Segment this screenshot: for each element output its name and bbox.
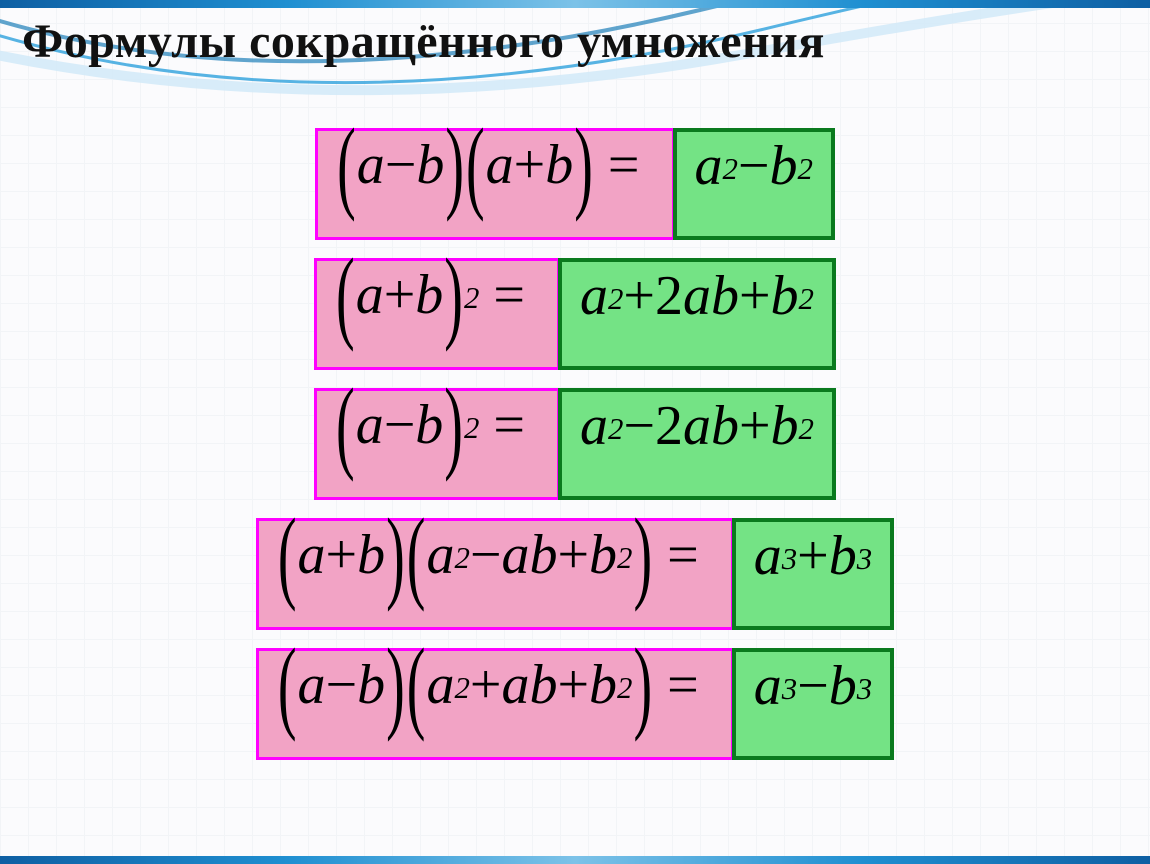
formula-lhs: (a−b)(a2 +ab+b2)=: [256, 648, 734, 760]
formula-rhs: a3 −b3: [732, 648, 894, 760]
page-title: Формулы сокращённого умножения: [22, 14, 825, 69]
formula-lhs: (a−b)(a+b)=: [315, 128, 674, 240]
top-accent-bar: [0, 0, 1150, 8]
formula-rhs: a2 −2ab+b2: [558, 388, 836, 500]
formula-row: (a−b)(a2 +ab+b2)=a3 −b3: [256, 648, 894, 760]
bottom-accent-bar: [0, 856, 1150, 864]
formula-lhs: (a+b)2 =: [314, 258, 560, 370]
formula-row: (a−b)(a+b)=a2 −b2: [315, 128, 835, 240]
formula-list: (a−b)(a+b)=a2 −b2 (a+b)2 =a2 +2ab+b2 (a−b)…: [0, 128, 1150, 760]
formula-rhs: a2 +2ab+b2: [558, 258, 836, 370]
formula-lhs: (a+b)(a2 −ab+b2)=: [256, 518, 734, 630]
formula-row: (a+b)(a2 −ab+b2)=a3 +b3: [256, 518, 894, 630]
formula-lhs: (a−b)2 =: [314, 388, 560, 500]
formula-rhs: a3 +b3: [732, 518, 894, 630]
formula-rhs: a2 −b2: [673, 128, 835, 240]
formula-row: (a−b)2 =a2 −2ab+b2: [314, 388, 836, 500]
formula-row: (a+b)2 =a2 +2ab+b2: [314, 258, 836, 370]
